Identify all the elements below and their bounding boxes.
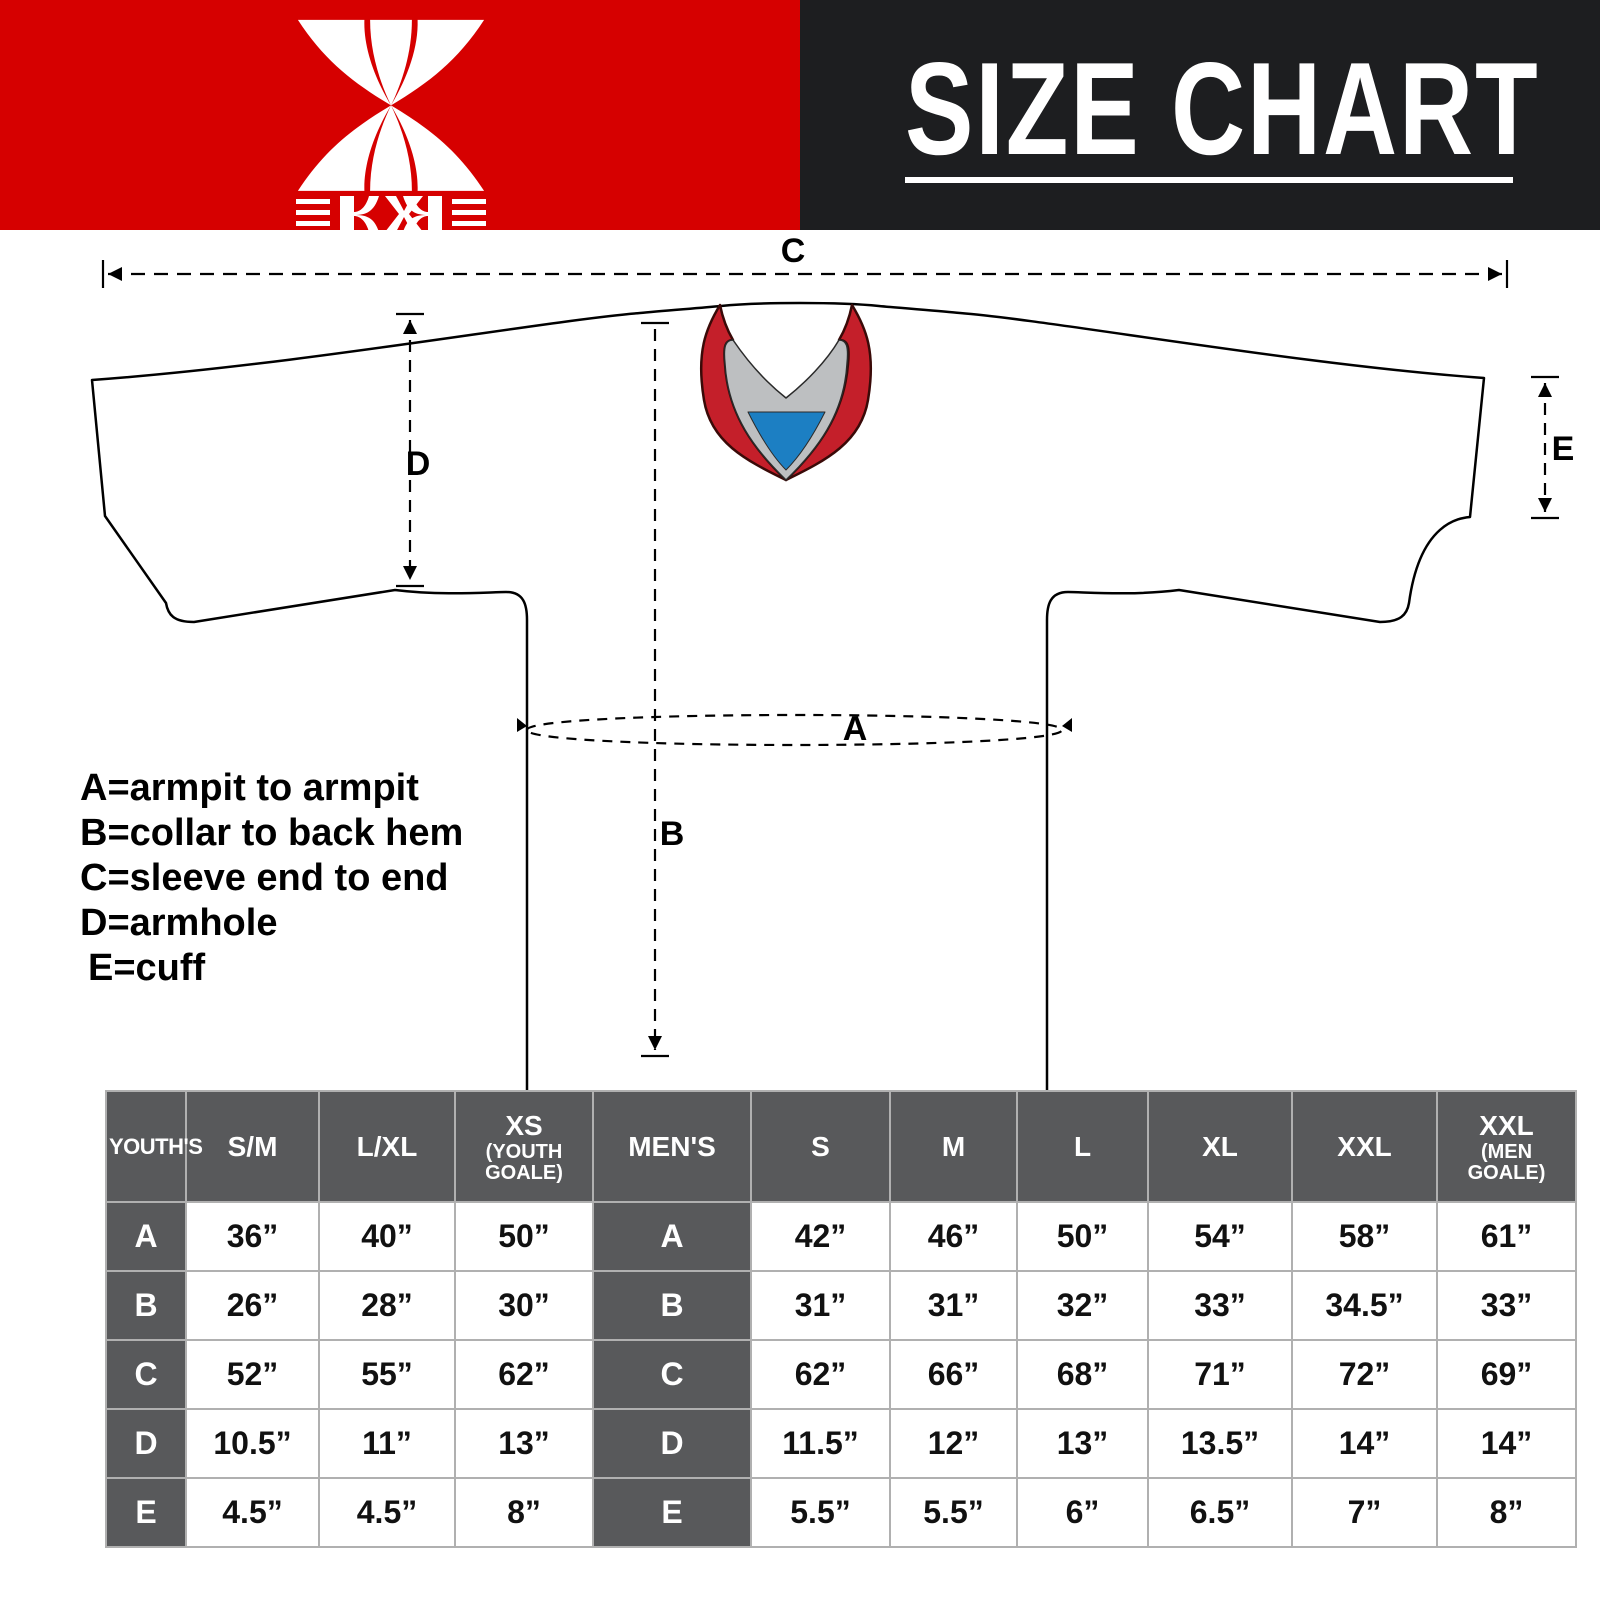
svg-text:A: A xyxy=(843,710,868,748)
svg-text:C: C xyxy=(781,232,806,270)
svg-text:E: E xyxy=(1552,430,1575,468)
svg-text:D=armhole: D=armhole xyxy=(80,902,277,944)
svg-text:D: D xyxy=(406,445,431,483)
svg-text:B: B xyxy=(660,815,685,853)
svg-text:A=armpit to armpit: A=armpit to armpit xyxy=(80,767,419,809)
svg-text:C=sleeve end to end: C=sleeve end to end xyxy=(80,857,449,899)
svg-text:B=collar to back hem: B=collar to back hem xyxy=(80,812,463,854)
svg-text:E=cuff: E=cuff xyxy=(88,947,206,989)
